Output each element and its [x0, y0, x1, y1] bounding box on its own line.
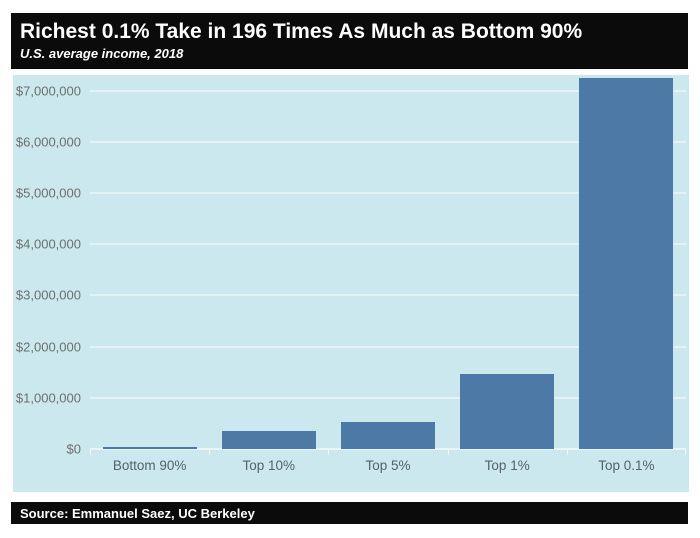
- y-tick-label: $1,000,000: [15, 390, 81, 406]
- y-tick-label: $4,000,000: [15, 236, 81, 252]
- y-tick-label: $3,000,000: [15, 287, 81, 303]
- bar: [341, 421, 435, 449]
- x-tick: [685, 450, 686, 455]
- chart-title: Richest 0.1% Take in 196 Times As Much a…: [20, 20, 583, 43]
- gridline: [90, 140, 686, 143]
- x-tick: [209, 450, 211, 455]
- y-tick-label: $6,000,000: [15, 134, 81, 150]
- gridline: [90, 294, 686, 297]
- y-tick-label: $2,000,000: [15, 339, 81, 355]
- x-tick: [566, 450, 568, 455]
- y-tick-label: $7,000,000: [15, 83, 81, 99]
- x-tick-label: Top 0.1%: [598, 458, 655, 473]
- x-tick: [328, 450, 330, 455]
- x-tick-label: Top 5%: [365, 458, 411, 473]
- gridline: [90, 396, 686, 399]
- gridline: [90, 345, 686, 348]
- bar: [221, 431, 316, 449]
- chart-subtitle: U.S. average income, 2018: [20, 46, 184, 61]
- x-tick-label: Top 1%: [484, 458, 530, 473]
- gridline: [90, 243, 686, 246]
- y-tick-label: $0: [66, 441, 81, 457]
- x-tick-label: Top 10%: [242, 458, 296, 473]
- source-text: Source: Emmanuel Saez, UC Berkeley: [20, 505, 255, 521]
- x-tick: [90, 450, 91, 455]
- chart-area: $0 $1,000,000 $2,000,000 $3,000,000 $4,000,0…: [13, 75, 689, 492]
- x-axis-line: [90, 448, 686, 450]
- plot-area: $0 $1,000,000 $2,000,000 $3,000,000 $4,000,0…: [16, 75, 686, 473]
- gridline: [90, 192, 686, 194]
- gridline: [90, 89, 686, 92]
- bar: [579, 77, 674, 449]
- x-tick-label: Bottom 90%: [112, 458, 187, 473]
- bar: [460, 374, 555, 449]
- x-tick: [447, 450, 449, 455]
- y-tick-label: $5,000,000: [15, 185, 81, 201]
- bar: [102, 447, 197, 449]
- source-bar: Source: Emmanuel Saez, UC Berkeley: [11, 502, 688, 524]
- chart-header: Richest 0.1% Take in 196 Times As Much a…: [11, 13, 688, 69]
